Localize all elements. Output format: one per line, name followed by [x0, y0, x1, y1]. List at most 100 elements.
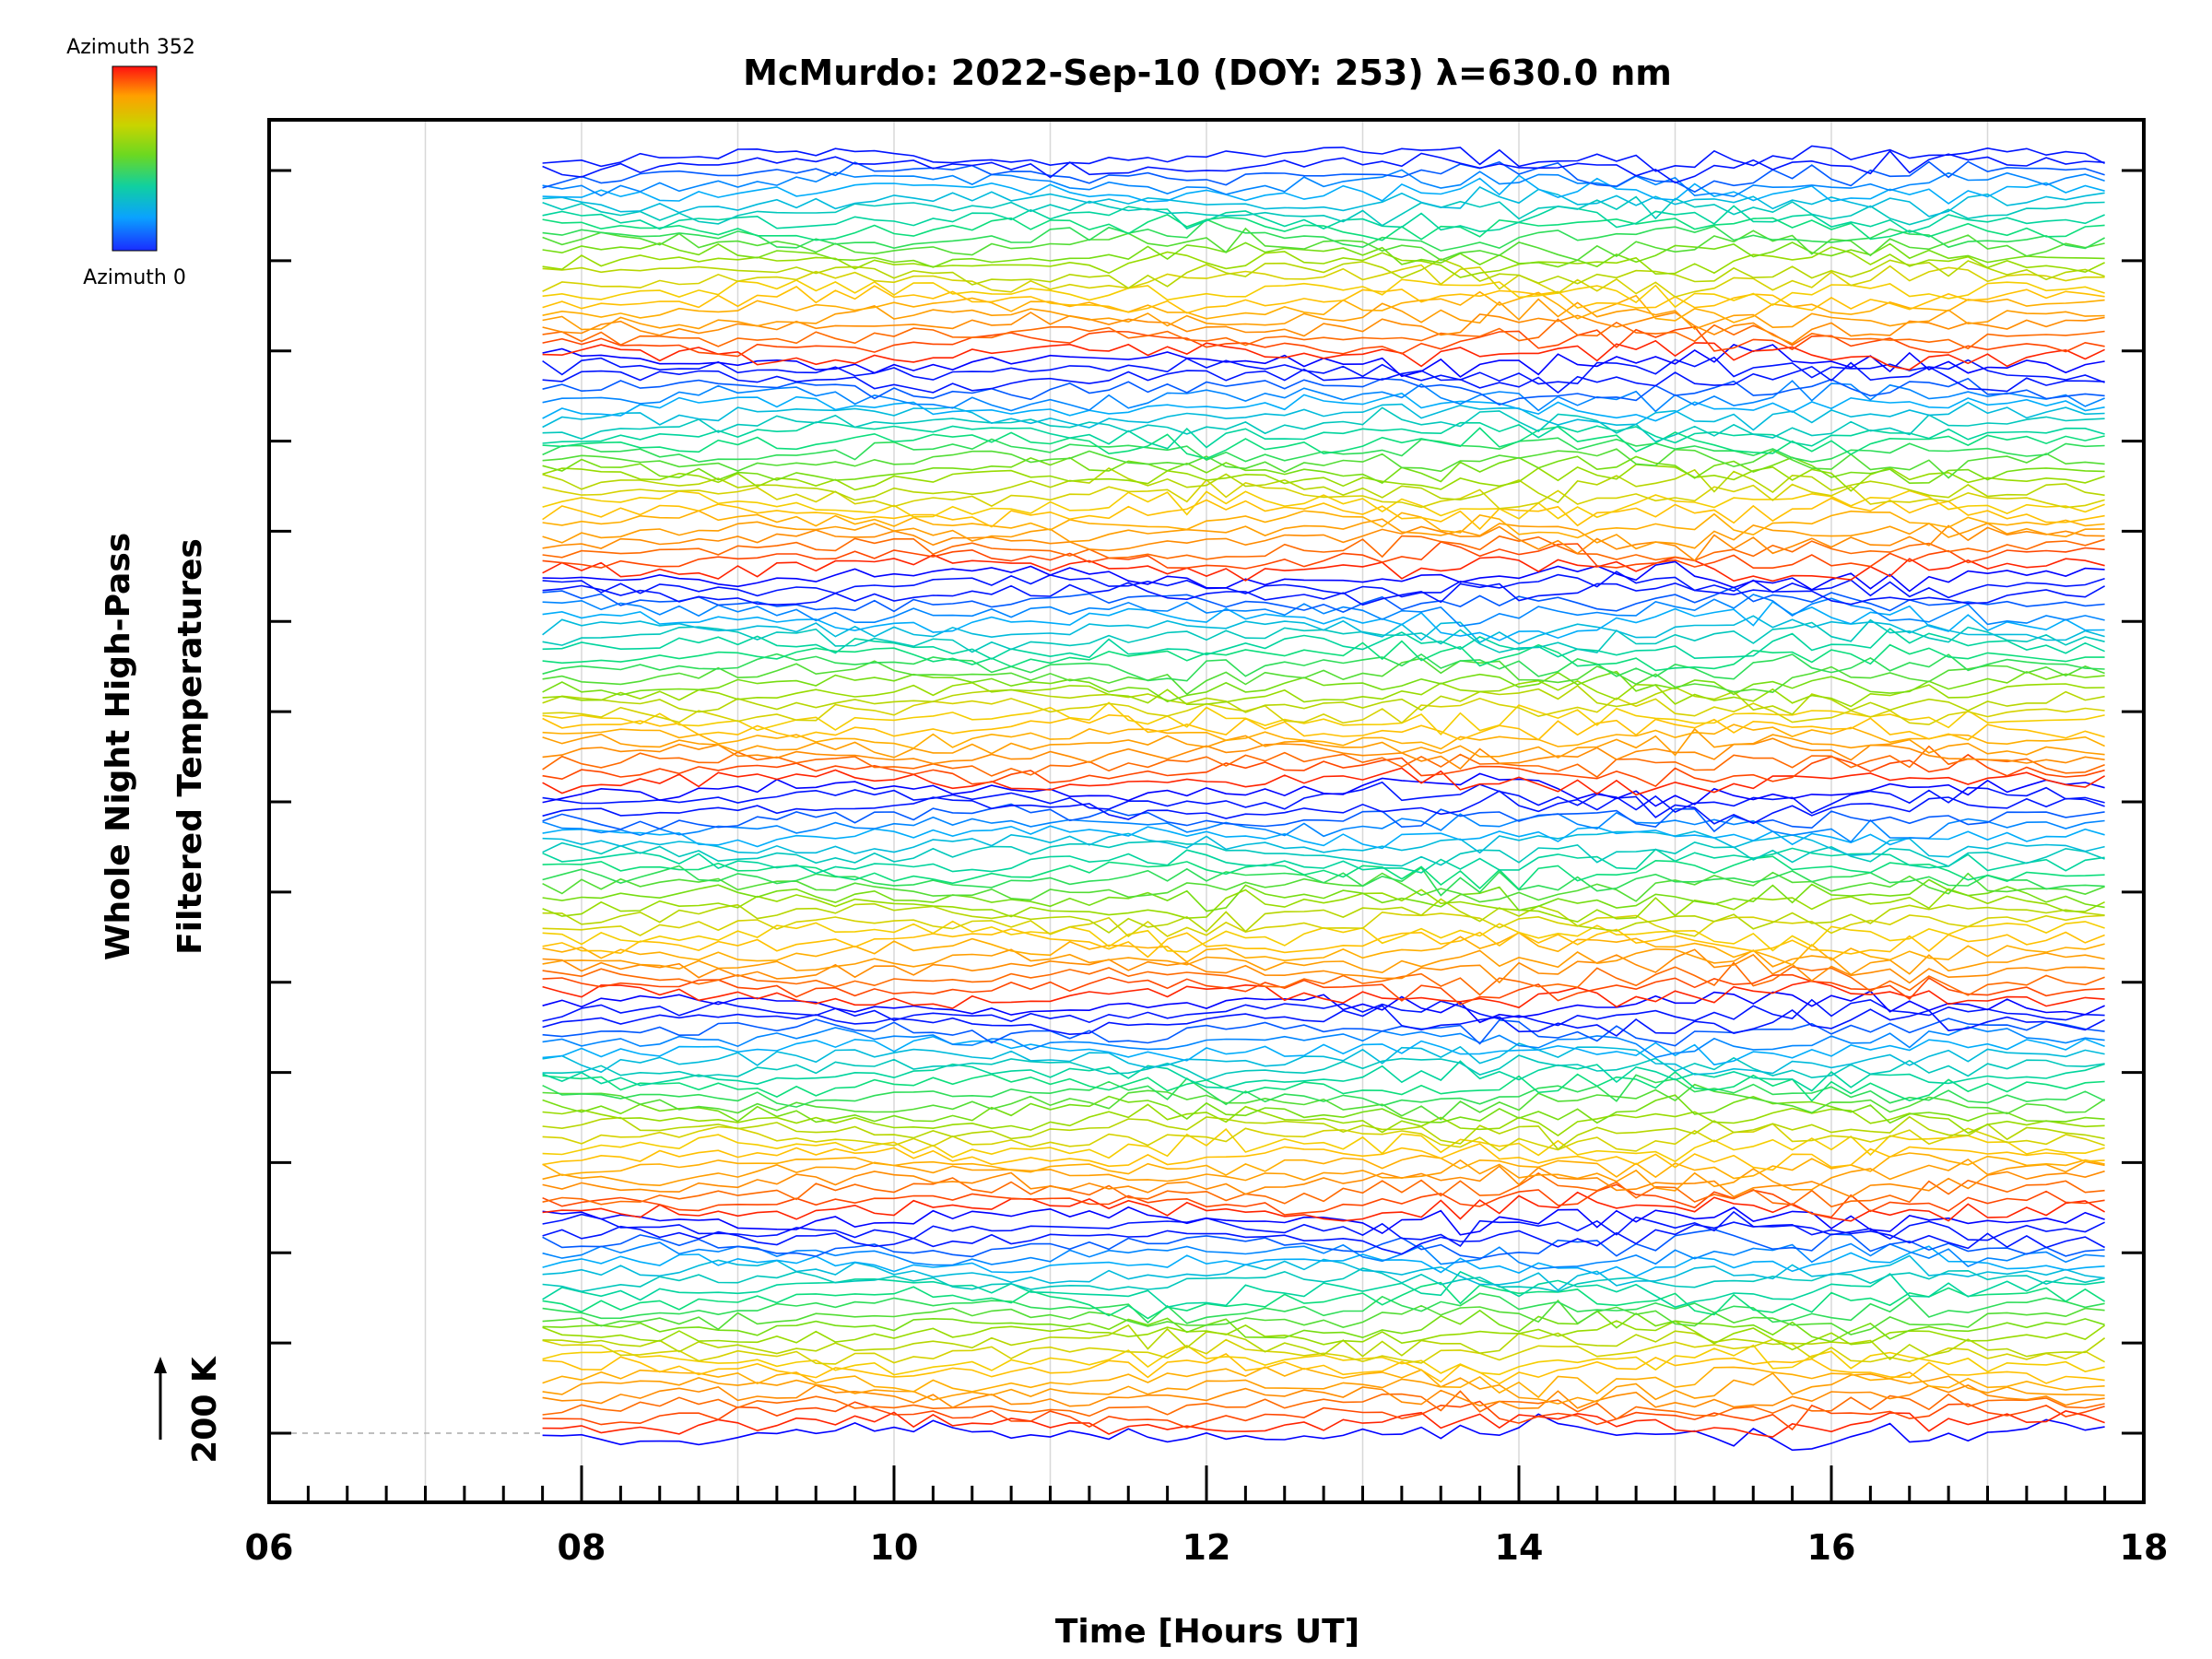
azimuth-trace	[542, 218, 2105, 252]
azimuth-trace	[542, 560, 2105, 593]
y-axis-label: Whole Night High-Pass Filtered Temperatu…	[100, 533, 209, 960]
azimuth-trace	[542, 169, 2105, 198]
azimuth-trace	[542, 1094, 2105, 1124]
azimuth-trace	[542, 392, 2105, 422]
azimuth-trace	[542, 290, 2105, 324]
y-label-line-1: Whole Night High-Pass	[100, 533, 137, 960]
colorbar-top-label: Azimuth 352	[66, 36, 195, 59]
azimuth-trace	[542, 356, 2105, 385]
azimuth-trace	[542, 1005, 2105, 1037]
azimuth-trace	[542, 980, 2105, 1009]
azimuth-trace	[542, 241, 2105, 268]
azimuth-trace	[542, 489, 2105, 520]
chart-title: McMurdo: 2022-Sep-10 (DOY: 253) λ=630.0 …	[743, 53, 1672, 93]
azimuth-trace	[542, 781, 2105, 815]
azimuth-trace	[542, 745, 2105, 779]
azimuth-trace	[542, 1035, 2105, 1066]
azimuth-trace	[542, 186, 2105, 218]
azimuth-trace	[542, 1371, 2105, 1405]
x-tick-label: 18	[2120, 1527, 2169, 1568]
azimuth-trace	[542, 380, 2105, 413]
x-tick-label: 16	[1807, 1527, 1856, 1568]
x-tick-label: 08	[558, 1527, 606, 1568]
azimuth-trace	[542, 653, 2105, 682]
azimuth-trace	[542, 149, 2105, 184]
azimuth-trace	[542, 1390, 2105, 1420]
azimuth-trace	[542, 1018, 2105, 1047]
azimuth-trace	[542, 1410, 2105, 1438]
azimuth-trace	[542, 1413, 2105, 1452]
azimuth-trace	[542, 1115, 2105, 1150]
azimuth-trace	[542, 1309, 2105, 1343]
azimuth-trace	[542, 1267, 2105, 1293]
azimuth-trace	[542, 973, 2105, 1006]
x-tick-label: 06	[245, 1527, 294, 1568]
azimuth-trace	[542, 1338, 2105, 1365]
azimuth-trace	[542, 466, 2105, 504]
azimuth-trace	[542, 697, 2105, 725]
azimuth-trace	[542, 571, 2105, 599]
azimuth-trace	[542, 377, 2105, 406]
azimuth-trace	[542, 1060, 2105, 1092]
azimuth-trace	[542, 1074, 2105, 1108]
azimuth-trace	[542, 1221, 2105, 1255]
azimuth-trace	[542, 455, 2105, 485]
x-tick-label: 14	[1495, 1527, 1544, 1568]
plot-frame	[267, 118, 2146, 1504]
azimuth-trace	[542, 1083, 2106, 1121]
azimuth-trace	[542, 878, 2105, 912]
azimuth-trace	[542, 278, 2105, 309]
azimuth-trace	[542, 713, 2105, 741]
azimuth-trace	[542, 437, 2105, 464]
azimuth-trace	[542, 670, 2105, 703]
azimuth-trace	[542, 1210, 2105, 1248]
azimuth-trace	[542, 524, 2105, 562]
azimuth-trace	[542, 1042, 2105, 1076]
azimuth-trace	[542, 1366, 2105, 1399]
azimuth-trace	[542, 811, 2105, 843]
azimuth-trace	[542, 1054, 2105, 1081]
azimuth-trace	[542, 1352, 2105, 1385]
azimuth-trace	[542, 478, 2105, 510]
azimuth-trace	[542, 214, 2105, 241]
azimuth-trace	[542, 772, 2105, 807]
azimuth-trace	[542, 1026, 2105, 1059]
azimuth-trace	[542, 640, 2105, 672]
x-tick-label: 12	[1182, 1527, 1231, 1568]
azimuth-trace	[542, 928, 2105, 959]
azimuth-trace	[542, 898, 2105, 934]
azimuth-trace	[542, 1123, 2105, 1152]
azimuth-trace	[542, 406, 2105, 443]
azimuth-trace	[542, 628, 2105, 660]
colorbar: Azimuth 352 Azimuth 0	[66, 36, 195, 289]
azimuth-trace	[542, 847, 2105, 875]
azimuth-trace	[542, 990, 2105, 1024]
azimuth-trace	[542, 160, 2105, 194]
azimuth-trace	[542, 825, 2105, 850]
azimuth-trace	[542, 246, 2105, 278]
azimuth-trace	[542, 724, 2105, 750]
azimuth-trace	[542, 535, 2105, 561]
azimuth-trace	[542, 727, 2105, 759]
azimuth-trace	[542, 298, 2105, 331]
azimuth-trace	[542, 888, 2105, 924]
azimuth-trace	[542, 947, 2105, 976]
x-tick-label: 10	[870, 1527, 919, 1568]
azimuth-trace	[542, 1229, 2105, 1260]
x-tick-labels: 06 08 10 12 14 16 18	[245, 1527, 2169, 1568]
azimuth-trace	[542, 998, 2105, 1027]
azimuth-trace	[542, 448, 2105, 479]
azimuth-trace	[542, 855, 2105, 891]
azimuth-trace	[542, 679, 2105, 708]
azimuth-trace	[542, 1281, 2106, 1320]
azimuth-trace	[542, 1158, 2105, 1192]
azimuth-trace	[542, 1127, 2105, 1163]
azimuth-trace	[542, 227, 2105, 262]
azimuth-trace	[542, 911, 2105, 937]
azimuth-trace	[542, 1165, 2105, 1198]
azimuth-trace	[542, 753, 2105, 788]
azimuth-trace	[542, 401, 2105, 431]
y-label-line-2: Filtered Temperatures	[171, 538, 209, 955]
azimuth-trace	[542, 195, 2105, 227]
azimuth-trace	[542, 518, 2105, 550]
